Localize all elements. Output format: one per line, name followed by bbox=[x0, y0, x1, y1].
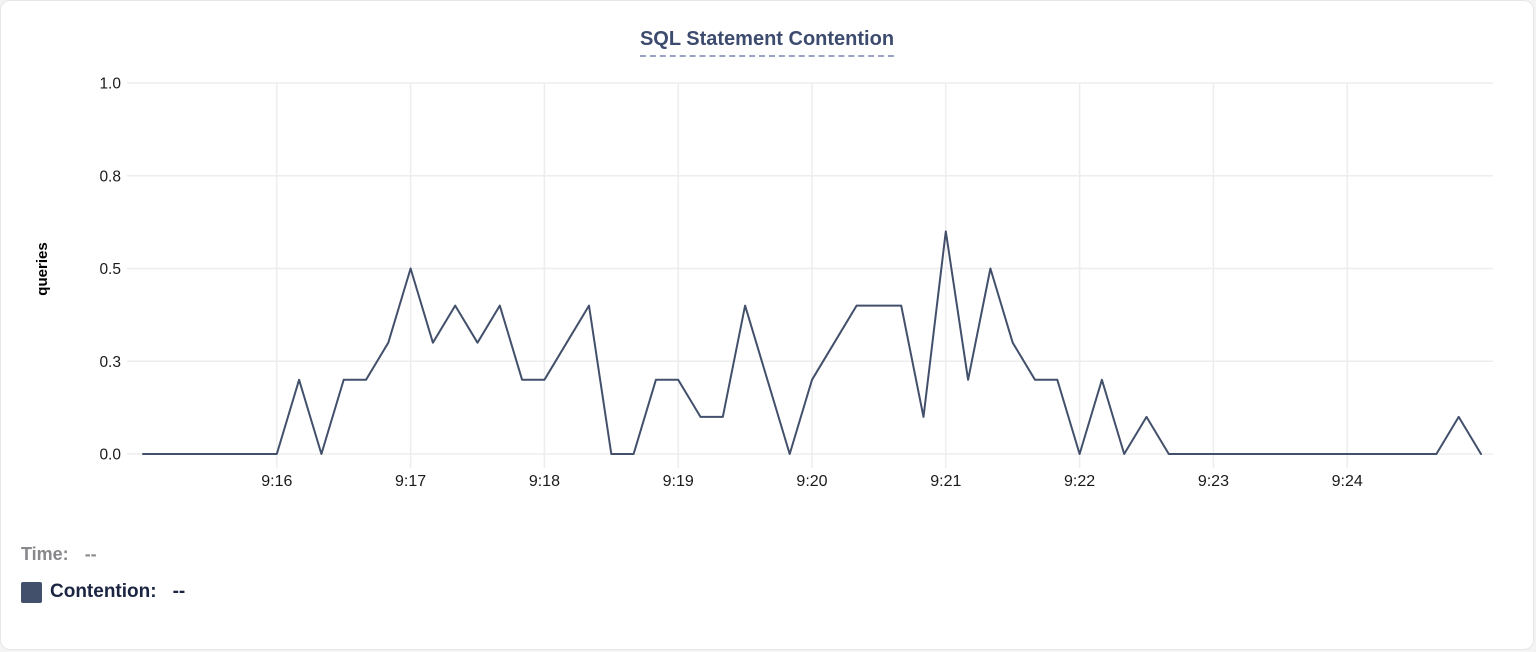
x-tick-label: 9:16 bbox=[261, 473, 292, 490]
y-axis-title: queries bbox=[34, 242, 51, 295]
x-tick-label: 9:20 bbox=[796, 473, 827, 490]
chart-title[interactable]: SQL Statement Contention bbox=[639, 28, 895, 57]
y-tick-label: 0.0 bbox=[99, 447, 121, 464]
x-tick-label: 9:19 bbox=[663, 473, 694, 490]
x-tick-label: 9:24 bbox=[1332, 473, 1363, 490]
x-tick-label: 9:21 bbox=[930, 473, 961, 490]
contention-line-series[interactable] bbox=[142, 230, 1482, 455]
y-tick-label: 1.0 bbox=[99, 76, 121, 93]
legend: Time: -- Contention: -- bbox=[21, 544, 185, 619]
x-tick-label: 9:17 bbox=[395, 473, 426, 490]
x-tick-label: 9:18 bbox=[529, 473, 560, 490]
x-tick-label: 9:22 bbox=[1064, 473, 1095, 490]
y-tick-label: 0.5 bbox=[99, 261, 121, 278]
contention-chart[interactable]: 0.0 0.3 0.5 0.8 1.0 9:16 9:17 9:18 9:19 9:20 9:21 9… bbox=[1, 1, 1534, 511]
contention-series-swatch bbox=[21, 581, 42, 603]
contention-label: Contention: bbox=[50, 581, 157, 602]
time-value: -- bbox=[84, 544, 97, 564]
y-tick-label: 0.3 bbox=[99, 354, 121, 371]
x-tick-label: 9:23 bbox=[1198, 473, 1229, 490]
y-tick-label: 0.8 bbox=[99, 168, 121, 185]
legend-row-contention: Contention: -- bbox=[21, 581, 185, 603]
time-label: Time: bbox=[21, 544, 69, 564]
contention-value: -- bbox=[172, 581, 186, 602]
chart-header: SQL Statement Contention bbox=[1, 28, 1533, 57]
legend-row-time: Time: -- bbox=[21, 544, 185, 565]
